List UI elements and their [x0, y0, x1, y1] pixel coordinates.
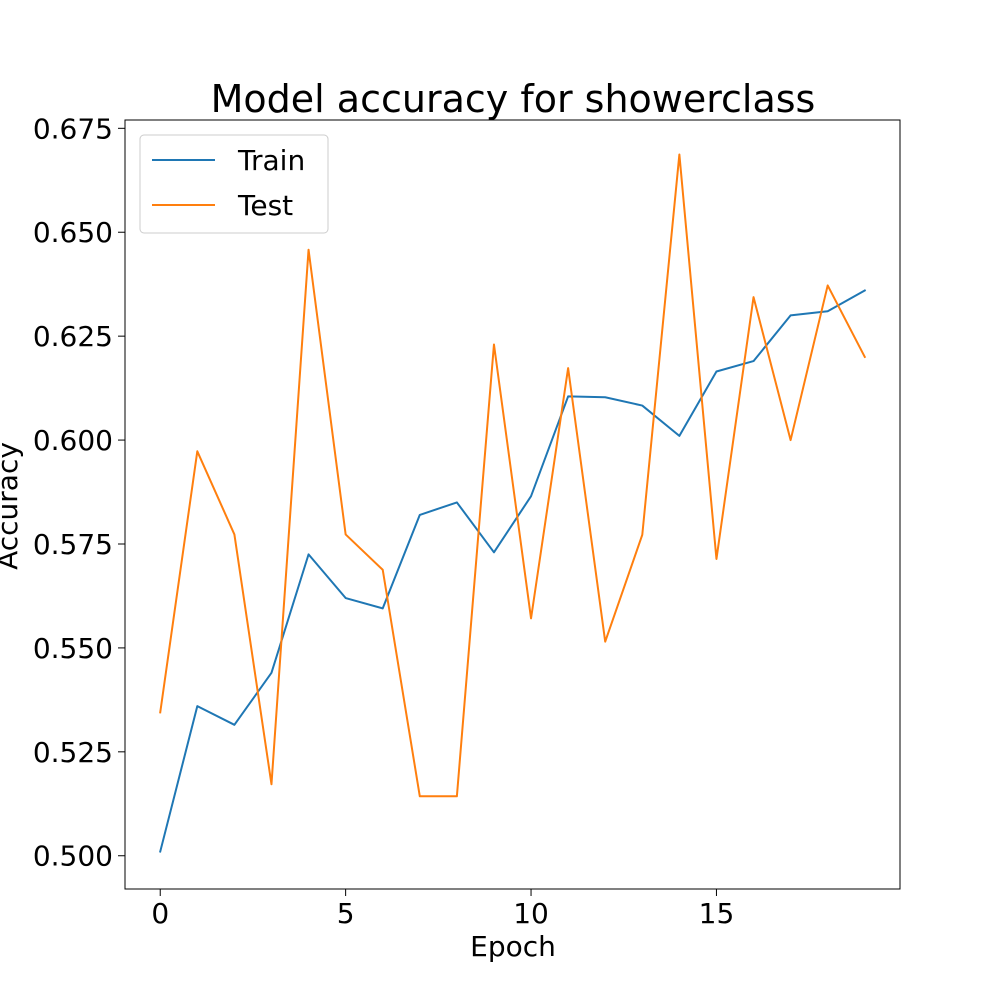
plot-area: 0 5 10 15 0.500 0.525 0.550 0.575 0.600 0.625 0.65…: [33, 112, 901, 930]
y-axis-label: Accuracy: [0, 442, 24, 570]
x-tick-label: 0: [151, 897, 169, 930]
y-tick-label: 0.675: [33, 112, 113, 145]
y-tick-label: 0.500: [33, 840, 113, 873]
legend: Train Test: [139, 134, 329, 234]
y-tick-label: 0.525: [33, 736, 113, 769]
x-tick-label: 10: [513, 897, 549, 930]
chart-title: Model accuracy for showerclass: [211, 77, 816, 121]
x-tick-label: 15: [699, 897, 735, 930]
x-axis-label: Epoch: [470, 930, 556, 963]
legend-label-train: Train: [237, 144, 305, 177]
y-tick-label: 0.600: [33, 424, 113, 457]
series-line-train: [159, 289, 867, 853]
y-tick-label: 0.575: [33, 528, 113, 561]
y-tick-label: 0.550: [33, 632, 113, 665]
x-tick-label: 5: [337, 897, 355, 930]
legend-label-test: Test: [237, 189, 293, 222]
y-tick-label: 0.625: [33, 320, 113, 353]
y-tick-label: 0.650: [33, 216, 113, 249]
axes-frame: [124, 119, 901, 890]
series-line-test: [159, 153, 867, 798]
